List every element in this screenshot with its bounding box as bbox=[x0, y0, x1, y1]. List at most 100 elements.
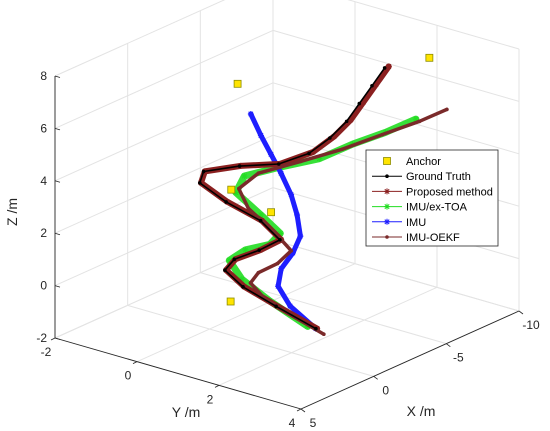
z-tick-mark bbox=[54, 75, 61, 78]
axis-line bbox=[300, 310, 520, 410]
data-point-ground_truth bbox=[257, 248, 261, 252]
x-tick-label: -10 bbox=[522, 318, 540, 332]
data-point-oekf bbox=[380, 132, 385, 137]
legend-marker-imu bbox=[384, 218, 390, 225]
y-tick-label: 0 bbox=[125, 369, 132, 383]
grid-line bbox=[218, 286, 438, 386]
data-point-proposed bbox=[310, 148, 317, 155]
grid-line bbox=[136, 263, 356, 363]
data-point-ground_truth bbox=[278, 238, 282, 242]
grid-line bbox=[347, 0, 520, 50]
data-point-ex_toa bbox=[241, 173, 248, 180]
data-point-ground_truth bbox=[224, 200, 228, 204]
data-point-ground_truth bbox=[328, 136, 332, 140]
legend-label: IMU/ex-TOA bbox=[406, 202, 468, 214]
series-layer bbox=[197, 63, 449, 337]
legend-label: Proposed method bbox=[406, 186, 493, 198]
data-point-proposed bbox=[347, 116, 354, 123]
data-point-oekf bbox=[340, 147, 344, 152]
data-point-ground_truth bbox=[258, 218, 263, 223]
data-point-ground_truth bbox=[276, 162, 281, 166]
y-tick-mark bbox=[296, 408, 302, 412]
grid-line bbox=[272, 239, 520, 312]
data-point-imu bbox=[297, 233, 304, 240]
data-point-imu bbox=[257, 132, 264, 139]
x-axis-label: X /m bbox=[407, 403, 436, 419]
z-tick-mark bbox=[54, 128, 61, 131]
x-tick-mark bbox=[446, 343, 451, 347]
data-point-ground_truth bbox=[201, 169, 206, 174]
legend-marker-ex_toa bbox=[384, 203, 390, 210]
data-point-ground_truth bbox=[314, 326, 318, 331]
legend: Anchor Ground Truth Proposed method IMU/ex-… bbox=[365, 149, 499, 247]
data-point-ex_toa bbox=[242, 246, 249, 253]
anchor-marker bbox=[233, 79, 242, 88]
data-point-imu bbox=[247, 110, 254, 117]
legend-label: Ground Truth bbox=[406, 171, 471, 183]
y-axis-label: Y /m bbox=[172, 404, 201, 420]
z-tick-labels: -2 0 2 4 6 8 bbox=[36, 69, 61, 345]
legend-label: IMU bbox=[406, 217, 426, 229]
data-point-proposed bbox=[385, 63, 392, 70]
anchor-marker bbox=[227, 185, 236, 194]
data-point-ex_toa bbox=[257, 211, 264, 218]
y-tick-mark bbox=[214, 384, 220, 388]
data-point-ex_toa bbox=[232, 189, 239, 196]
data-point-oekf bbox=[322, 332, 326, 337]
series-line-imu bbox=[248, 111, 319, 332]
z-tick-label: 8 bbox=[40, 69, 47, 83]
data-point-oekf bbox=[248, 281, 253, 285]
data-point-ground_truth bbox=[223, 268, 227, 272]
data-point-ex_toa bbox=[316, 155, 323, 162]
data-point-oekf bbox=[445, 107, 449, 112]
z-tick-label: 6 bbox=[40, 121, 47, 135]
grid-line bbox=[127, 304, 374, 377]
z-tick-mark bbox=[54, 285, 61, 288]
data-point-ground_truth bbox=[232, 257, 237, 262]
data-point-proposed bbox=[360, 99, 367, 106]
anchor-marker bbox=[226, 297, 235, 306]
data-point-proposed bbox=[373, 81, 380, 88]
legend-label: IMU-OEKF bbox=[406, 232, 460, 244]
data-point-ground_truth bbox=[357, 101, 362, 106]
z-tick-label: -2 bbox=[36, 331, 47, 345]
data-point-ground_truth bbox=[198, 181, 202, 185]
data-point-ground_truth bbox=[344, 119, 349, 124]
z-axis-label: Z /m bbox=[4, 198, 20, 226]
data-point-ex_toa bbox=[226, 257, 233, 264]
z-tick-mark bbox=[54, 337, 61, 340]
x-tick-label: -5 bbox=[453, 351, 464, 365]
data-point-ground_truth bbox=[382, 66, 387, 70]
axis-line bbox=[54, 337, 302, 410]
y-tick-label: 4 bbox=[289, 416, 296, 430]
data-point-oekf bbox=[246, 206, 251, 211]
data-point-ground_truth bbox=[237, 164, 242, 168]
x-tick-label: 5 bbox=[310, 416, 317, 430]
anchor-layer bbox=[226, 53, 434, 306]
data-point-imu bbox=[278, 170, 285, 177]
data-point-ground_truth bbox=[241, 285, 245, 289]
data-point-imu bbox=[267, 151, 274, 158]
data-point-oekf bbox=[256, 270, 261, 275]
grid-line bbox=[272, 29, 520, 102]
data-point-imu bbox=[289, 249, 296, 256]
grid-line bbox=[272, 82, 520, 155]
data-point-ground_truth bbox=[274, 304, 278, 309]
data-point-oekf bbox=[256, 171, 261, 175]
z-tick-label: 4 bbox=[40, 174, 47, 188]
y-tick-mark bbox=[50, 337, 56, 341]
data-point-imu bbox=[287, 303, 294, 310]
axes-box bbox=[54, 76, 520, 410]
y-tick-label: -2 bbox=[41, 345, 52, 359]
data-point-oekf bbox=[289, 248, 293, 253]
data-point-ground_truth bbox=[307, 151, 311, 156]
data-point-proposed bbox=[330, 133, 337, 140]
anchor-marker bbox=[267, 208, 276, 217]
x-tick-mark bbox=[373, 376, 378, 380]
data-point-imu bbox=[278, 265, 285, 272]
x-tick-label: 0 bbox=[382, 383, 389, 397]
data-point-ex_toa bbox=[238, 276, 245, 283]
data-point-oekf bbox=[417, 119, 422, 124]
grid-line bbox=[54, 29, 274, 129]
